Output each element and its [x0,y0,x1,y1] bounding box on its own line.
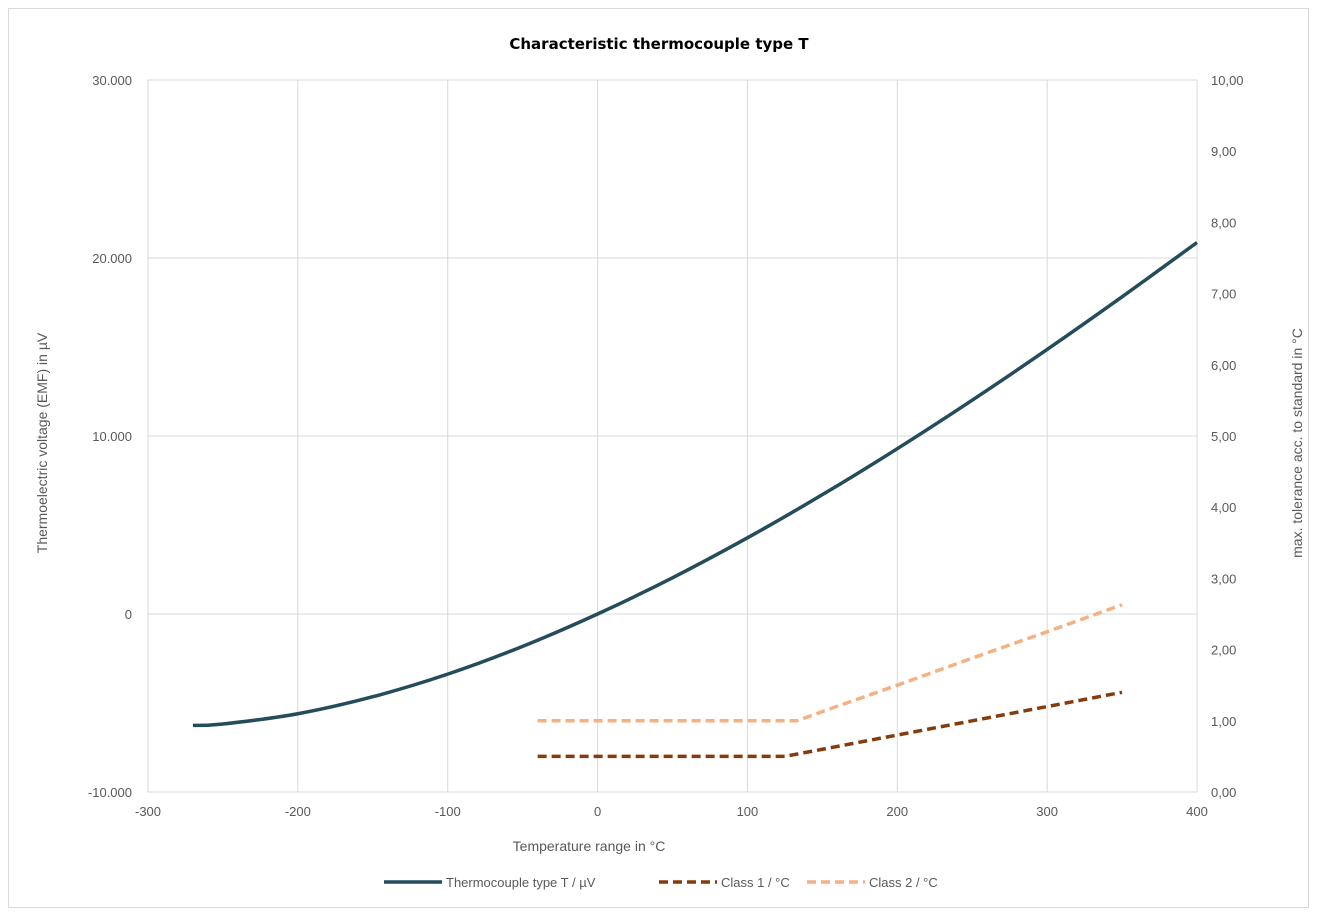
series-line-2 [537,690,1123,759]
y-tick-label: -10.000 [88,785,132,800]
series-line-1 [192,241,1199,728]
x-tick-label: -300 [135,804,161,819]
y2-tick-label: 8,00 [1211,215,1236,230]
series-line-3 [537,603,1123,723]
x-tick-label: 400 [1186,804,1208,819]
legend: Thermocouple type T / µV Class 1 / °C Clas… [384,875,938,890]
series-layer [192,241,1199,759]
y2-tick-label: 5,00 [1211,429,1236,444]
x-tick-label: -200 [285,804,311,819]
y2-tick-label: 10,00 [1211,73,1244,88]
y-tick-label: 10.000 [92,429,132,444]
x-tick-label: 100 [737,804,759,819]
x-tick-label: 0 [594,804,601,819]
y-tick-label: 20.000 [92,251,132,266]
x-tick-label: 300 [1036,804,1058,819]
y2-tick-label: 6,00 [1211,358,1236,373]
axis-layer: -300 -200 -100 0 100 200 300 400 -10.000 0 10.000 2… [88,73,1244,819]
x-axis-title: Temperature range in °C [513,838,666,854]
y2-axis-title: max. tolerance acc. to standard in °C [1289,328,1305,558]
legend-label-1: Thermocouple type T / µV [446,875,596,890]
chart-frame: Characteristic thermocouple type T -300-… [8,8,1309,908]
y2-tick-label: 9,00 [1211,144,1236,159]
y2-tick-label: 0,00 [1211,785,1236,800]
y-axis-title: Thermoelectric voltage (EMF) in µV [34,332,50,553]
chart-title: Characteristic thermocouple type T [509,35,809,53]
y2-tick-label: 1,00 [1211,714,1236,729]
y2-tick-label: 7,00 [1211,287,1236,302]
chart-svg: Characteristic thermocouple type T -300-… [34,35,1305,890]
y2-tick-label: 4,00 [1211,500,1236,515]
legend-label-3: Class 2 / °C [869,875,938,890]
y2-tick-label: 2,00 [1211,643,1236,658]
legend-label-2: Class 1 / °C [721,875,790,890]
y-tick-label: 0 [125,607,132,622]
y2-tick-label: 3,00 [1211,571,1236,586]
grid-layer [147,79,1198,793]
y-tick-label: 30.000 [92,73,132,88]
x-tick-label: -100 [435,804,461,819]
x-tick-label: 200 [886,804,908,819]
